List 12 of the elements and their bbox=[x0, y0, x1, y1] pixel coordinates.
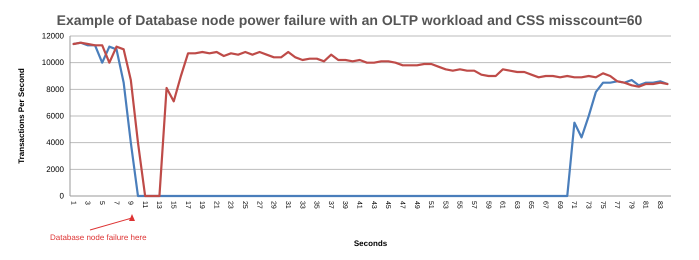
chart-title: Example of Database node power failure with an OLTP workload and CSS misscount=60 bbox=[56, 12, 643, 28]
y-tick-label: 12000 bbox=[42, 32, 65, 41]
x-axis-title: Seconds bbox=[354, 239, 388, 248]
y-tick-label: 8000 bbox=[46, 84, 65, 94]
text: Database node failure here bbox=[50, 233, 148, 242]
y-tick-label: 2000 bbox=[46, 164, 65, 174]
y-tick-label: 10000 bbox=[42, 58, 65, 68]
y-tick-label: 6000 bbox=[46, 112, 65, 121]
y-axis-title: Transactions Per Second bbox=[17, 68, 26, 164]
y-tick-label: 0 bbox=[60, 192, 65, 201]
y-tick-label: 4000 bbox=[46, 138, 65, 148]
line-series bbox=[72, 42, 669, 198]
